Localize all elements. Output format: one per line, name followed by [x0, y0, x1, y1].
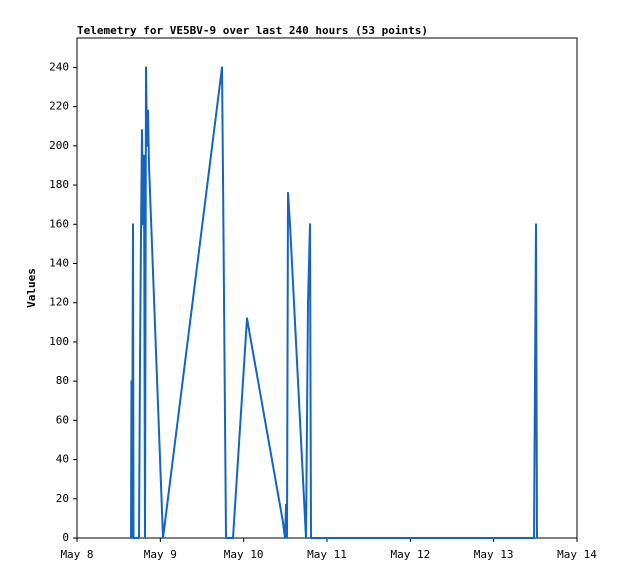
x-tick-label: May 8	[60, 548, 93, 561]
y-tick-label: 220	[49, 100, 69, 113]
y-tick-label: 0	[62, 531, 69, 544]
y-axis-label: Values	[25, 268, 38, 308]
y-tick-label: 100	[49, 335, 69, 348]
x-tick-label: May 12	[390, 548, 430, 561]
y-tick-label: 160	[49, 217, 69, 230]
y-tick-label: 240	[49, 60, 69, 73]
x-tick-label: May 13	[474, 548, 514, 561]
chart-title: Telemetry for VE5BV-9 over last 240 hour…	[77, 24, 428, 37]
y-tick-label: 60	[56, 413, 69, 426]
y-tick-label: 200	[49, 139, 69, 152]
y-tick-label: 180	[49, 178, 69, 191]
y-tick-label: 40	[56, 453, 69, 466]
x-tick-label: May 11	[307, 548, 347, 561]
y-tick-label: 20	[56, 492, 69, 505]
x-tick-label: May 9	[144, 548, 177, 561]
data-line	[130, 66, 538, 539]
x-tick-label: May 10	[224, 548, 264, 561]
x-tick-label: May 14	[557, 548, 597, 561]
plot-frame	[76, 37, 578, 539]
y-tick-label: 120	[49, 296, 69, 309]
y-tick-label: 80	[56, 374, 69, 387]
y-tick-label: 140	[49, 256, 69, 269]
